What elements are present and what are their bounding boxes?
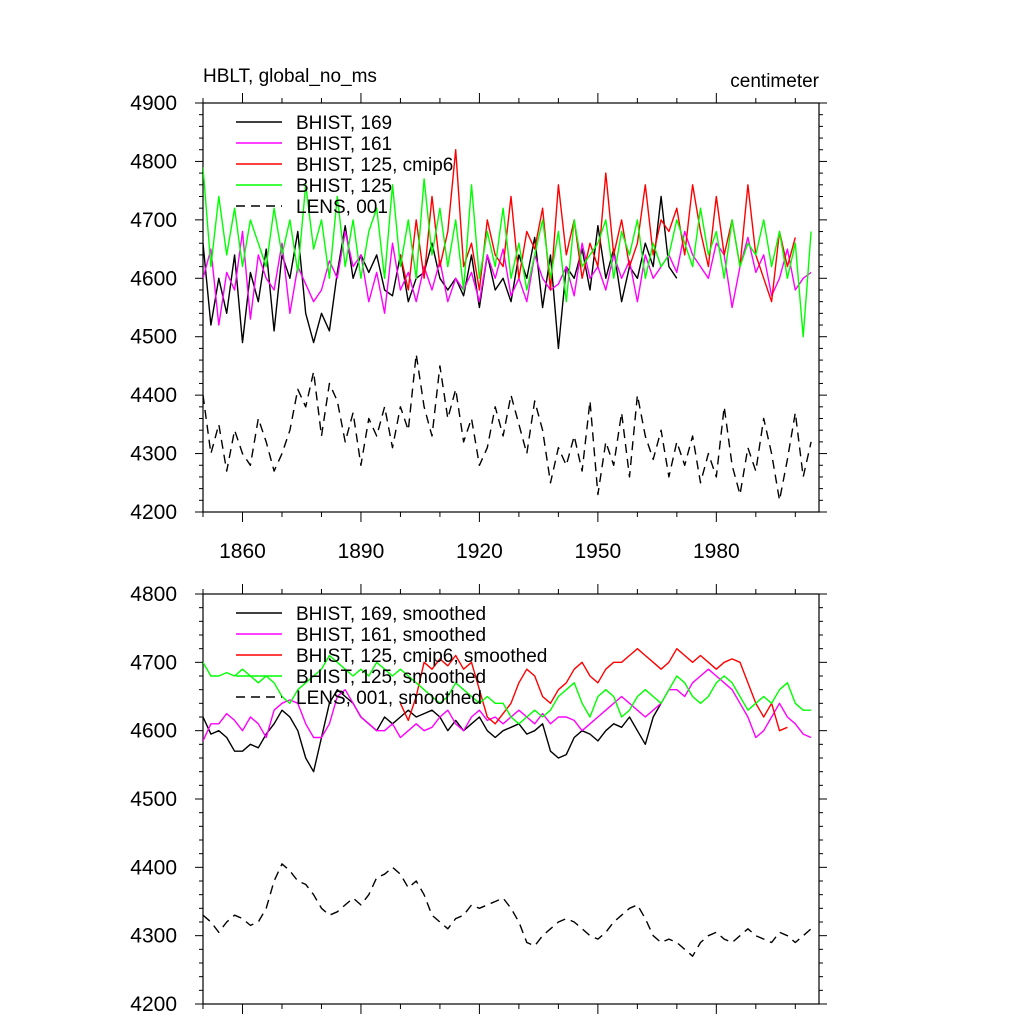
bottom-panel: 4200 4300 4400 4500 4600 4700 4800 BHIST, 169, … (130, 583, 827, 1016)
series-line-lens-001-smoothed (203, 863, 812, 957)
legend-label-bhist-169: BHIST, 169 (296, 113, 392, 134)
series-group (203, 648, 812, 957)
top-panel: 4200 4300 4400 4500 4600 4700 4800 4900 1860 1890… (130, 92, 827, 563)
legend-label-bhist-161-smoothed: BHIST, 161, smoothed (296, 625, 486, 646)
y-tick-label: 4300 (130, 925, 177, 948)
units-label: centimeter (730, 71, 819, 92)
y-tick-label: 4900 (130, 92, 177, 115)
x-tick-label: 1950 (575, 540, 622, 563)
y-tick-label: 4600 (130, 267, 177, 290)
series-line-bhist-125 (203, 167, 812, 338)
legend-label-bhist-125-smoothed: BHIST, 125, smoothed (296, 667, 486, 688)
y-tick-label: 4300 (130, 443, 177, 466)
legend-label-lens-001: LENS, 001 (296, 197, 388, 218)
legend-label-bhist-161: BHIST, 161 (296, 134, 392, 155)
legend-label-lens-001-smoothed: LENS, 001, smoothed (296, 688, 482, 709)
y-tick-label: 4700 (130, 209, 177, 232)
y-tick-label: 4400 (130, 856, 177, 879)
y-tick-label: 4200 (130, 501, 177, 524)
y-tick-label: 4700 (130, 651, 177, 674)
series-group (203, 148, 812, 501)
series-line-bhist-169-smoothed (203, 689, 662, 773)
y-tick-label: 4600 (130, 720, 177, 743)
series-line-lens-001 (203, 353, 812, 501)
y-tick-label: 4800 (130, 583, 177, 606)
x-tick-label: 1890 (338, 540, 385, 563)
plot-frame (202, 102, 820, 513)
y-tick-label: 4500 (130, 326, 177, 349)
x-tick-label: 1920 (456, 540, 503, 563)
x-tick-label: 1980 (693, 540, 740, 563)
y-tick-label: 4200 (130, 993, 177, 1016)
series-line-bhist-161-smoothed (203, 668, 812, 742)
series-line-bhist-161 (203, 230, 812, 326)
legend-label-bhist-125-cmip6: BHIST, 125, cmip6 (296, 155, 453, 176)
series-line-bhist-125-smoothed (203, 654, 812, 725)
legend-label-bhist-125-cmip6-smoothed: BHIST, 125, cmip6, smoothed (296, 646, 547, 667)
y-tick-label: 4500 (130, 788, 177, 811)
y-tick-label: 4800 (130, 150, 177, 173)
legend-label-bhist-125: BHIST, 125 (296, 176, 392, 197)
series-line-bhist-125-cmip6-smoothed (399, 648, 788, 732)
chart-title: HBLT, global_no_ms (203, 66, 377, 87)
y-tick-label: 4400 (130, 384, 177, 407)
legend-label-bhist-169-smoothed: BHIST, 169, smoothed (296, 604, 486, 625)
x-tick-label: 1860 (219, 540, 266, 563)
